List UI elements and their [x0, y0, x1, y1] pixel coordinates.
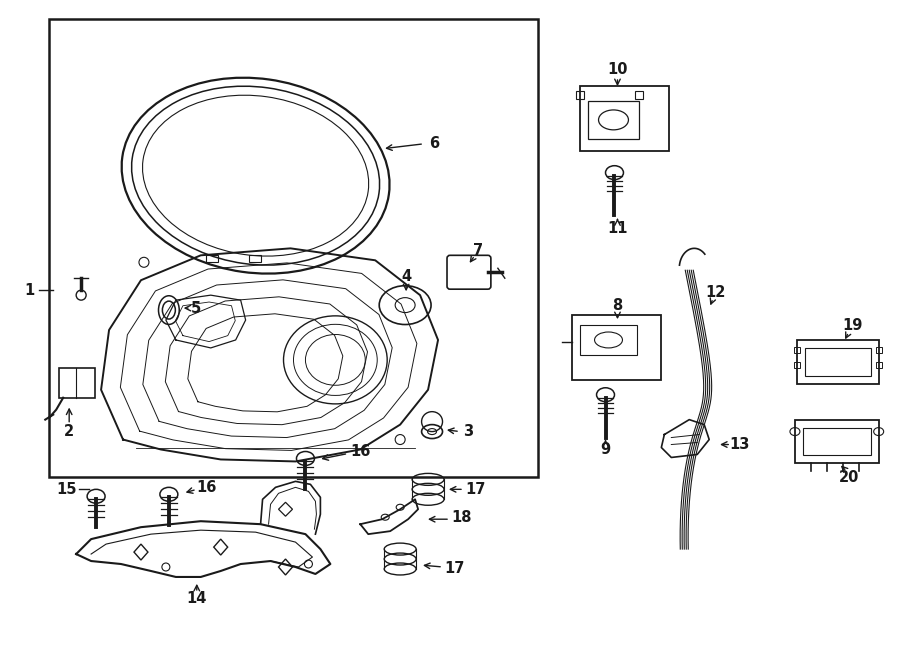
Bar: [795, 420, 878, 463]
Bar: [794, 362, 800, 368]
Text: 5: 5: [191, 301, 201, 315]
Text: 8: 8: [612, 297, 623, 313]
Text: 9: 9: [600, 442, 610, 457]
Bar: [876, 347, 882, 353]
Bar: [805, 348, 870, 376]
Text: 17: 17: [445, 561, 465, 576]
Bar: [588, 101, 639, 139]
Text: 15: 15: [56, 482, 76, 497]
Bar: [206, 255, 218, 262]
Bar: [576, 91, 583, 99]
Bar: [572, 315, 662, 380]
Bar: [876, 362, 882, 368]
Bar: [50, 19, 537, 477]
Text: 14: 14: [186, 592, 207, 606]
Text: 1: 1: [24, 283, 34, 297]
Text: 4: 4: [401, 269, 411, 284]
Text: 10: 10: [608, 61, 627, 77]
Bar: [580, 86, 670, 151]
Bar: [803, 428, 870, 455]
Text: 18: 18: [452, 510, 472, 525]
Text: 16: 16: [350, 444, 371, 459]
Text: 11: 11: [608, 221, 627, 236]
Bar: [580, 325, 637, 355]
Text: 3: 3: [463, 424, 473, 439]
Text: 19: 19: [842, 317, 863, 332]
Bar: [248, 255, 261, 262]
Text: 13: 13: [729, 437, 750, 452]
Bar: [635, 91, 644, 99]
Text: 7: 7: [472, 243, 483, 258]
Bar: [59, 368, 95, 398]
Text: 20: 20: [839, 470, 859, 485]
Bar: [794, 347, 800, 353]
Text: 12: 12: [705, 285, 725, 299]
Text: 16: 16: [196, 480, 217, 495]
Text: 6: 6: [429, 136, 439, 151]
Text: 2: 2: [64, 424, 74, 439]
Bar: [796, 340, 878, 384]
Text: 17: 17: [465, 482, 486, 497]
